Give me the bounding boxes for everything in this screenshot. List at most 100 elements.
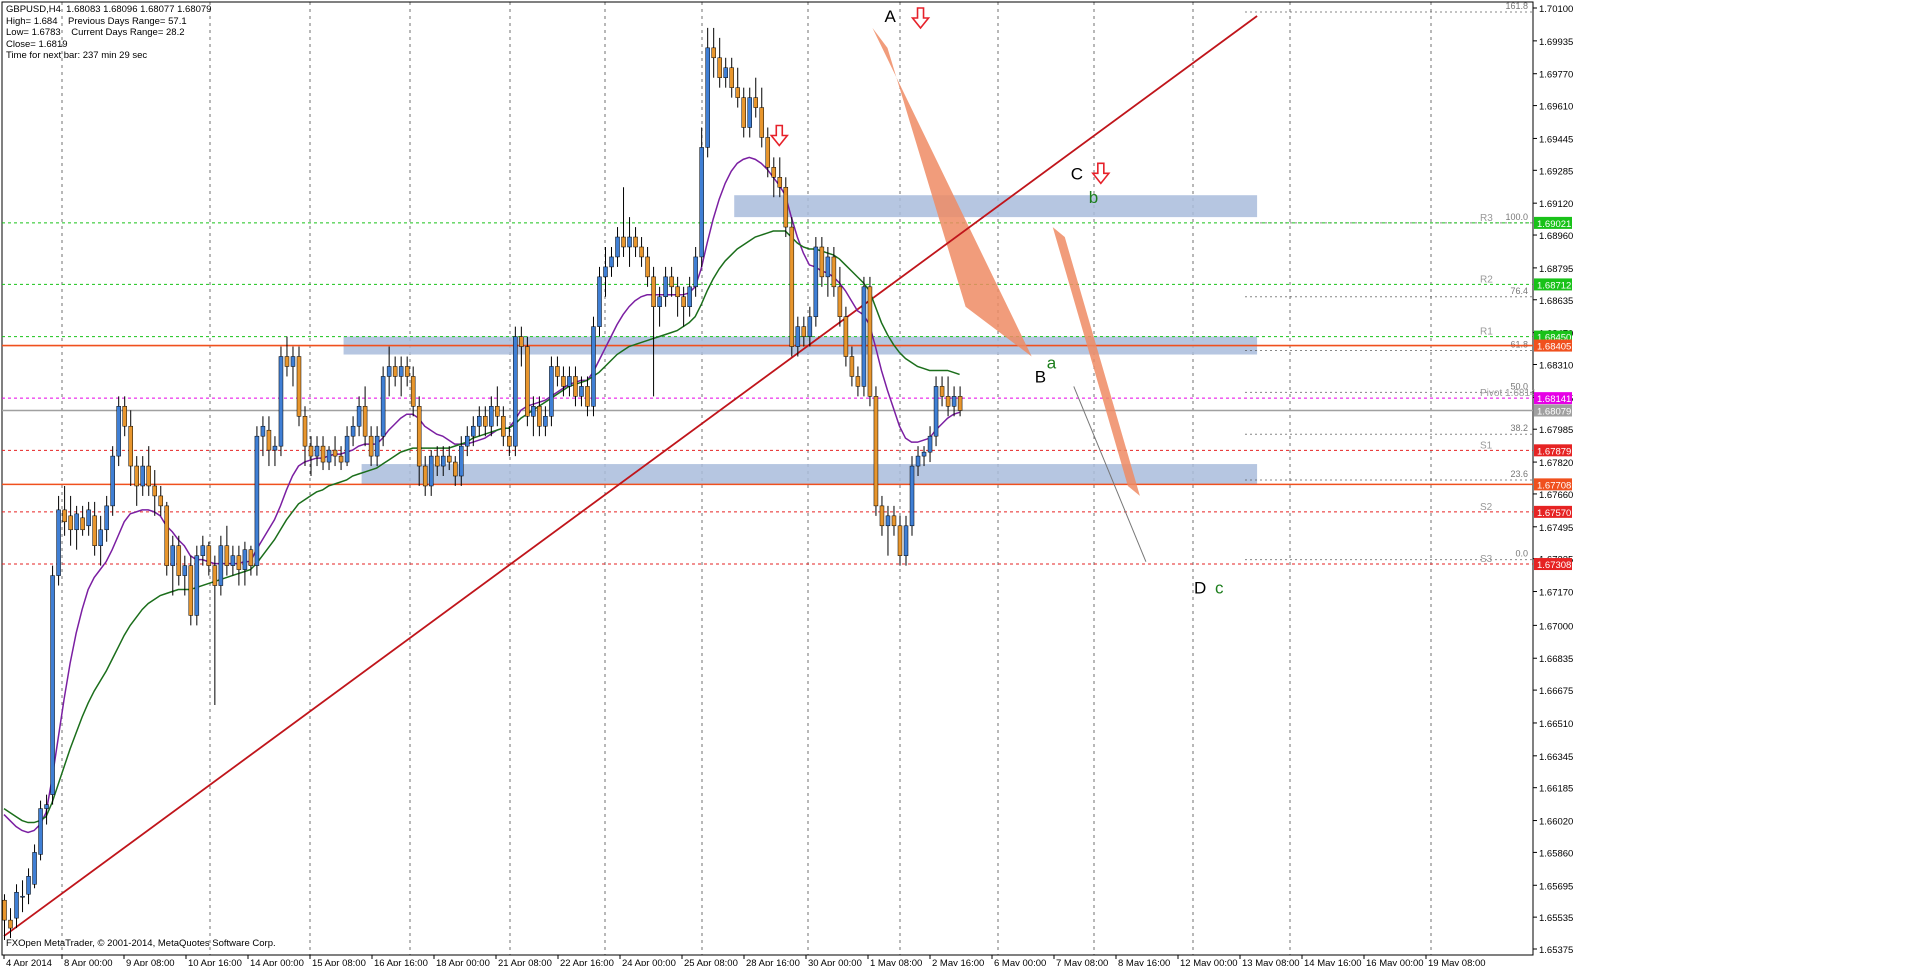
- candle-body: [266, 429, 272, 451]
- y-tick-label: 1.69445: [1539, 134, 1573, 145]
- y-tick-label: 1.65535: [1539, 913, 1573, 924]
- down-arrow-icon: [910, 7, 931, 30]
- candle-body: [735, 87, 740, 98]
- plot-frame: [1, 1, 1534, 956]
- candle-body: [579, 386, 584, 397]
- x-tick-label: 9 Apr 08:00: [126, 958, 175, 966]
- x-tick-label: 6 May 00:00: [994, 958, 1046, 966]
- candle-body: [68, 515, 73, 531]
- candle-body: [501, 416, 506, 437]
- candle-body: [182, 565, 188, 576]
- fib-level-label: 100.0: [1505, 212, 1528, 222]
- y-tick-label: 1.67170: [1539, 588, 1573, 599]
- candle-body: [296, 356, 302, 417]
- moving-average-slow: [3, 230, 960, 824]
- candle-body: [248, 549, 254, 566]
- candle-body: [290, 356, 296, 367]
- candle-body: [158, 495, 164, 507]
- candle-body: [711, 47, 716, 59]
- candle-body: [831, 256, 837, 288]
- candle-body: [957, 396, 963, 411]
- support-resistance-zone: [734, 195, 1258, 218]
- candle-body: [74, 513, 79, 531]
- pivot-label: R1: [1480, 327, 1493, 338]
- candle-body: [939, 386, 945, 397]
- candle-body: [663, 276, 668, 298]
- y-tick-label: 1.67660: [1539, 490, 1573, 501]
- timer-line: Time for next bar: 237 min 29 sec: [6, 50, 148, 61]
- candle-body: [843, 316, 849, 357]
- high-line: High= 1.684 Previous Days Range= 57.1: [6, 15, 187, 27]
- candle-body: [398, 366, 404, 377]
- candle-body: [459, 445, 464, 477]
- x-tick-label: 18 Apr 00:00: [436, 958, 490, 966]
- candle-body: [729, 67, 734, 88]
- candle-body: [825, 256, 831, 278]
- candle-body: [489, 406, 494, 427]
- x-tick-label: 16 May 00:00: [1366, 958, 1424, 966]
- candle-body: [356, 406, 362, 427]
- candle-body: [206, 545, 212, 566]
- fib-level-label: 161.8: [1505, 1, 1528, 11]
- x-tick-label: 8 May 16:00: [1118, 958, 1170, 966]
- candle-body: [80, 517, 85, 531]
- candle-body: [50, 575, 55, 795]
- x-tick-label: 10 Apr 16:00: [188, 958, 242, 966]
- candle-body: [471, 425, 476, 437]
- candle-body: [681, 296, 686, 307]
- candle-body: [284, 356, 290, 367]
- pivot-label: S1: [1480, 440, 1493, 451]
- pivot-label: S3: [1480, 554, 1493, 565]
- y-tick-label: 1.67495: [1539, 523, 1573, 534]
- fib-level-label: 50.0: [1510, 381, 1528, 391]
- candle-body: [543, 416, 548, 427]
- candle-body: [699, 147, 704, 258]
- candle-body: [819, 246, 825, 278]
- candle-body: [687, 286, 692, 307]
- candle-body: [26, 876, 31, 895]
- candle-body: [446, 455, 452, 463]
- candle-body: [170, 545, 176, 566]
- support-resistance-zone: [361, 464, 1258, 484]
- y-tick-label: 1.68795: [1539, 264, 1573, 275]
- y-tick-label: 1.69285: [1539, 166, 1573, 177]
- price-tag-label: 1.67708: [1537, 480, 1571, 491]
- candle-body: [879, 505, 885, 527]
- candle-body: [230, 555, 236, 566]
- candle-body: [272, 445, 278, 451]
- candle-body: [344, 435, 350, 463]
- candle-body: [212, 565, 218, 586]
- x-tick-label: 7 May 08:00: [1056, 958, 1108, 966]
- low-line: Low= 1.6783 Current Days Range= 28.2: [6, 27, 185, 38]
- candle-body: [585, 386, 590, 407]
- candle-body: [639, 246, 644, 258]
- candle-body: [386, 366, 392, 377]
- x-tick-label: 30 Apr 00:00: [808, 958, 862, 966]
- fib-level-label: 0.0: [1515, 549, 1528, 559]
- candle-body: [921, 451, 927, 457]
- candle-body: [422, 465, 428, 487]
- candle-body: [621, 236, 626, 248]
- price-tag-label: 1.67879: [1537, 446, 1571, 457]
- symbol-line: GBPUSD,H4 1.68083 1.68096 1.68077 1.6807…: [6, 4, 212, 15]
- candle-body: [278, 356, 284, 447]
- candle-body: [350, 425, 356, 437]
- x-tick-label: 13 May 08:00: [1242, 958, 1300, 966]
- candle-body: [927, 435, 933, 453]
- wave-label-C: C: [1071, 164, 1083, 183]
- candle-body: [555, 366, 560, 377]
- candle-body: [945, 396, 951, 407]
- y-tick-label: 1.65695: [1539, 881, 1573, 892]
- x-tick-label: 25 Apr 08:00: [684, 958, 738, 966]
- y-tick-label: 1.65375: [1539, 945, 1573, 956]
- y-tick-label: 1.68635: [1539, 296, 1573, 307]
- candle-body: [2, 899, 7, 921]
- candle-body: [44, 804, 49, 809]
- candle-body: [933, 386, 939, 437]
- candle-body: [374, 435, 380, 457]
- candle-body: [951, 396, 957, 407]
- price-tag: [1534, 505, 1572, 518]
- harmonic-wedge-upper: [872, 27, 1032, 357]
